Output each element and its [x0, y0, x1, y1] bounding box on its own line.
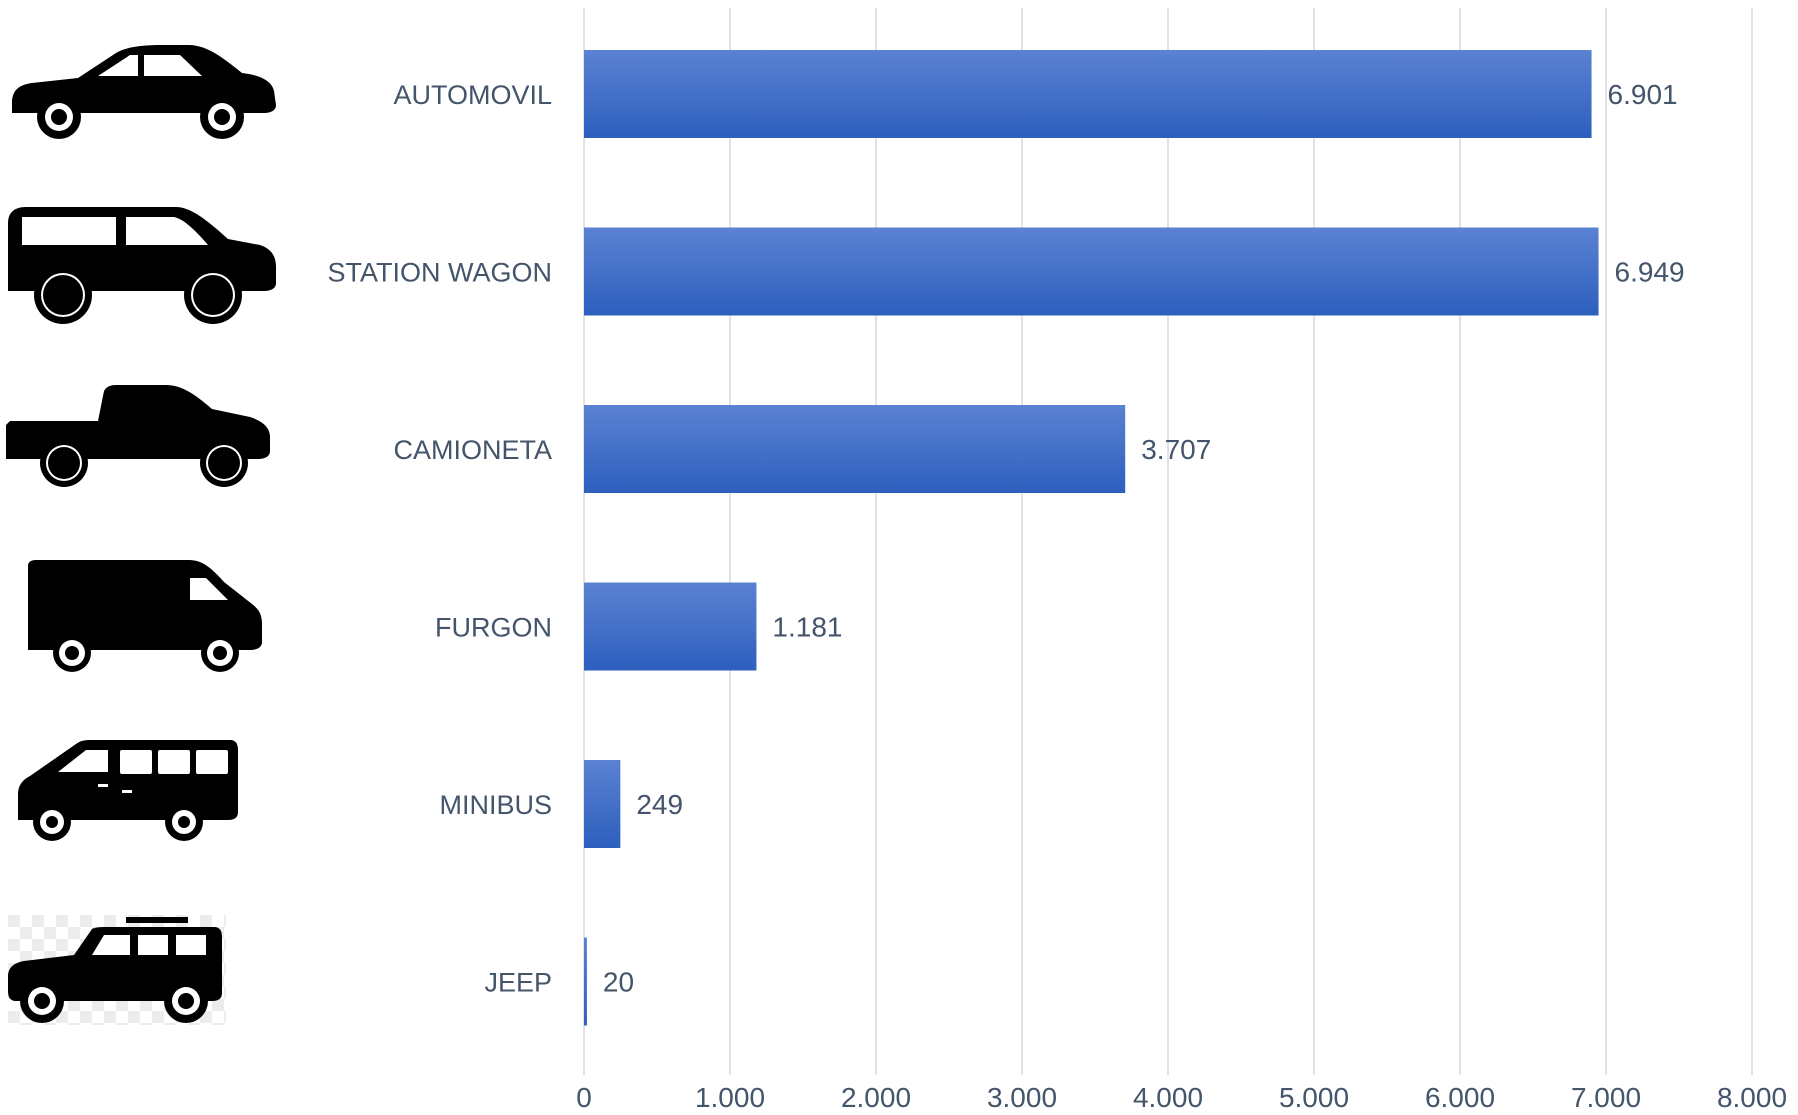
minibus-icon — [18, 740, 238, 841]
x-tick-label: 5.000 — [1279, 1082, 1349, 1113]
category-label: FURGON — [435, 613, 552, 643]
value-label: 20 — [603, 967, 634, 998]
x-tick-label: 8.000 — [1717, 1082, 1787, 1113]
gridlines — [583, 8, 1753, 1075]
bar-camioneta — [584, 405, 1126, 493]
x-tick-label: 3.000 — [987, 1082, 1057, 1113]
x-tick-label: 6.000 — [1425, 1082, 1495, 1113]
x-tick-label: 1.000 — [695, 1082, 765, 1113]
station-wagon-icon — [8, 207, 276, 324]
cargo-van-icon — [28, 560, 262, 672]
value-label: 3.707 — [1141, 434, 1211, 465]
category-label: CAMIONETA — [393, 435, 552, 465]
value-label: 249 — [636, 789, 683, 820]
vehicle-icons — [6, 45, 276, 1025]
bar-minibus — [584, 760, 621, 848]
value-label: 6.901 — [1608, 79, 1678, 110]
category-label: JEEP — [484, 968, 552, 998]
x-tick-label: 7.000 — [1571, 1082, 1641, 1113]
bars — [584, 50, 1599, 1026]
category-label: STATION WAGON — [328, 258, 553, 288]
bar-furgon — [584, 582, 757, 671]
jeep-suv-icon — [8, 915, 226, 1025]
x-tick-label: 0 — [576, 1082, 592, 1113]
value-label: 1.181 — [772, 612, 842, 643]
category-label: MINIBUS — [439, 790, 552, 820]
bar-station-wagon — [584, 227, 1599, 316]
x-tick-label: 2.000 — [841, 1082, 911, 1113]
category-label: AUTOMOVIL — [393, 80, 552, 110]
bar-automovil — [584, 50, 1592, 138]
value-label: 6.949 — [1615, 257, 1685, 288]
labels: 0 1.000 2.000 3.000 4.000 5.000 6.000 7.000 8.00… — [328, 79, 1788, 1113]
bar-jeep — [584, 937, 587, 1026]
pickup-truck-icon — [6, 385, 270, 487]
sedan-car-icon — [12, 45, 276, 139]
x-tick-label: 4.000 — [1133, 1082, 1203, 1113]
